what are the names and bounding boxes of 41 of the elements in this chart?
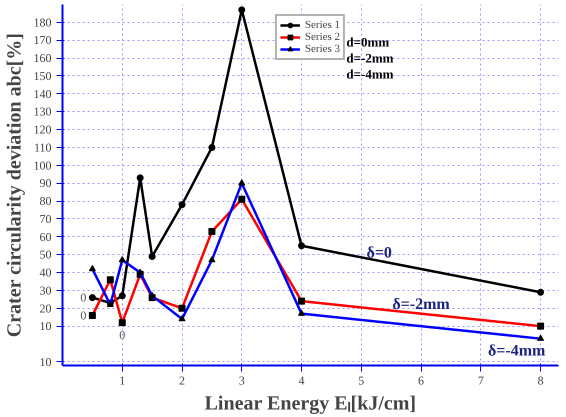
y-tick-label: 10 [40, 354, 52, 369]
y-tick-label: 150 [34, 68, 52, 83]
x-tick-label: 4 [298, 374, 305, 388]
y-tick-label: 90 [40, 176, 52, 190]
y-tick-label: 80 [40, 194, 52, 208]
y-tick-label: 130 [34, 104, 52, 119]
y-tick-label: 60 [40, 230, 52, 244]
x-tick-label: 7 [478, 374, 484, 388]
x-tick-label: 8 [538, 374, 544, 388]
legend-label: Series 3 [304, 43, 340, 55]
y-tick-label: 50 [40, 248, 52, 262]
y-tick-label: 170 [34, 33, 52, 48]
y-tick-label: 70 [40, 212, 52, 226]
legend-label: Series 1 [304, 19, 340, 31]
annotation: d=-4mm [346, 66, 394, 82]
y-tick-label: 110 [34, 140, 52, 154]
annotation: 0 [119, 328, 126, 342]
y-tick-label: 10 [40, 319, 52, 334]
y-tick-label: 30 [40, 283, 52, 298]
annotation: d=-2mm [346, 50, 394, 66]
y-tick-label: 140 [34, 86, 52, 101]
legend-label: Series 2 [304, 31, 340, 43]
y-tick-label: 100 [34, 158, 52, 172]
x-tick-label: 1 [119, 374, 126, 388]
annotation: d=0mm [346, 34, 390, 50]
annotation: δ=-4mm [488, 342, 546, 360]
y-tick-label: 180 [34, 15, 52, 30]
x-tick-label: 5 [358, 374, 364, 388]
x-tick-label: 2 [179, 374, 186, 388]
annotation: 0 [80, 290, 86, 305]
annotation: δ=0 [366, 244, 392, 262]
x-axis-title: Linear Energy Eₗ[kJ/cm] [204, 392, 416, 414]
y-tick-label: 160 [34, 51, 52, 66]
y-axis-title: Crater circularity deviation abc[%] [4, 33, 26, 338]
annotation: 0 [80, 308, 86, 322]
x-tick-label: 3 [238, 374, 245, 388]
annotation: δ=-2mm [392, 296, 450, 314]
y-tick-label: 40 [40, 266, 52, 280]
y-tick-label: 120 [34, 122, 52, 137]
x-tick-label: 6 [418, 374, 424, 388]
y-tick-label: 20 [40, 301, 52, 316]
